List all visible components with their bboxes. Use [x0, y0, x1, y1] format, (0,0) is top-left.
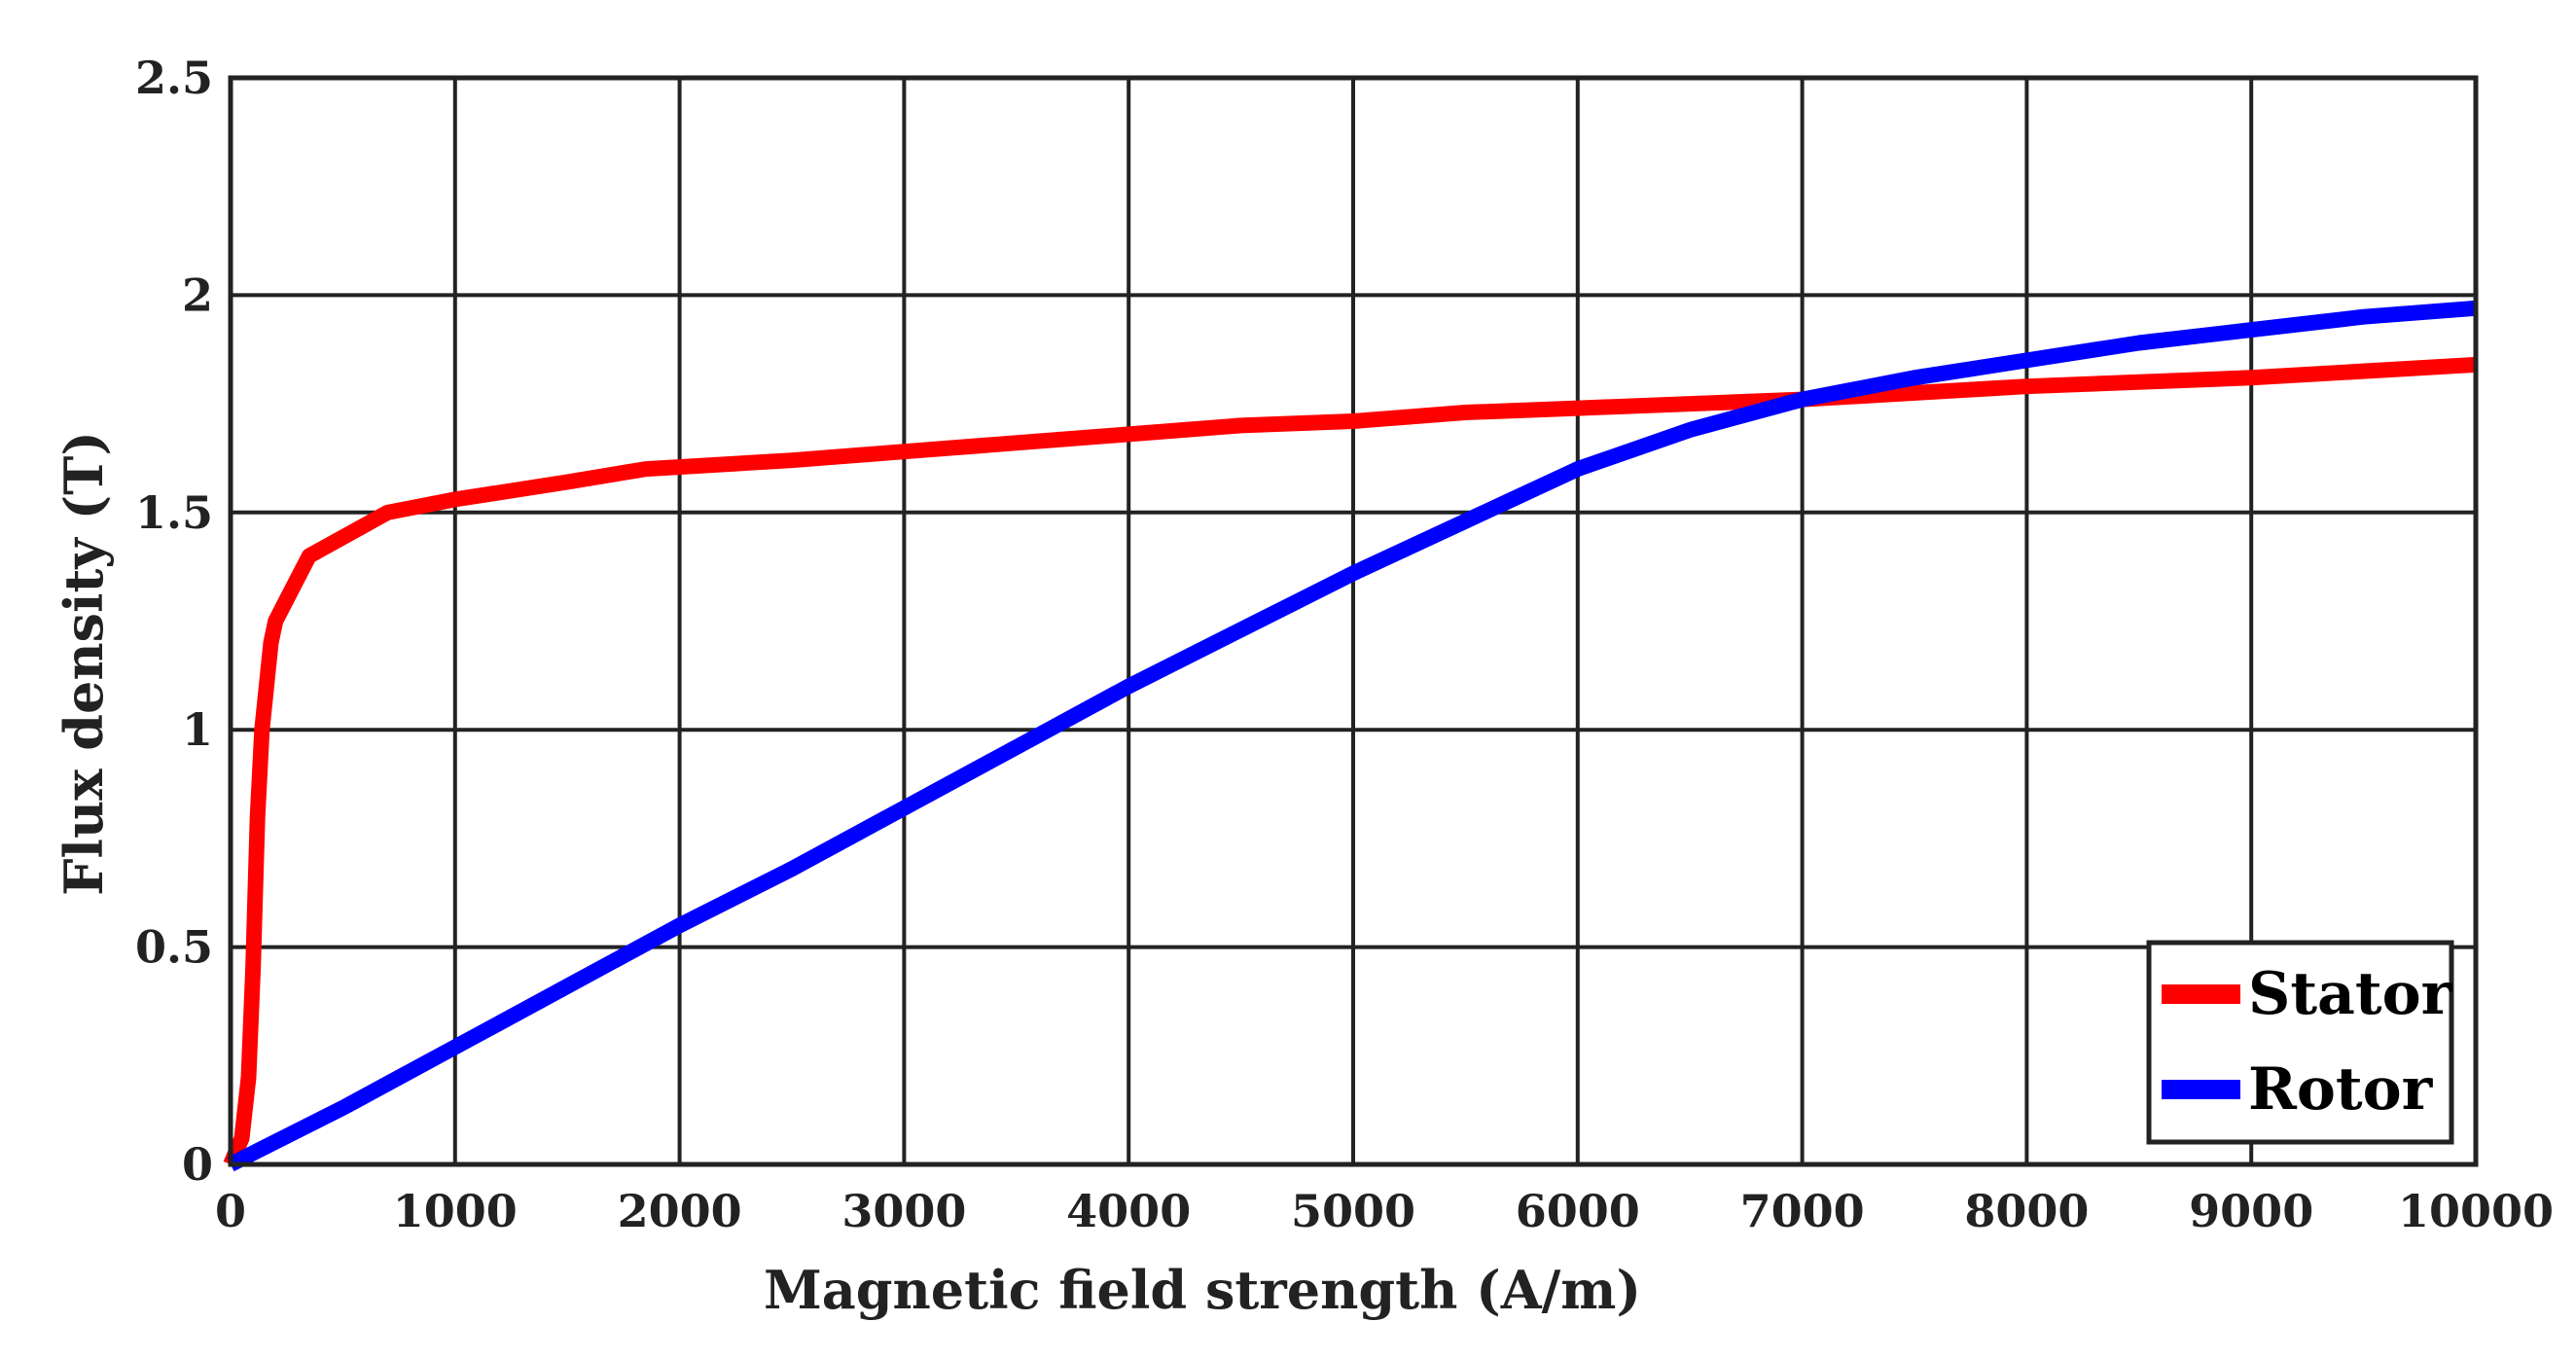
- series-lines: [223, 300, 2477, 1172]
- y-tick-label: 0.5: [135, 921, 213, 974]
- legend-label-stator: Stator: [2248, 960, 2453, 1028]
- x-tick-label: 4000: [1066, 1185, 1191, 1237]
- x-tick-label: 8000: [1964, 1185, 2089, 1237]
- legend-box: [2146, 940, 2454, 1145]
- y-tick-label: 1: [182, 703, 213, 756]
- x-tick-label: 9000: [2189, 1185, 2313, 1237]
- series-line-stator: [223, 356, 2477, 1168]
- y-tick-label: 1.5: [135, 486, 213, 539]
- x-tick-label: 7000: [1740, 1185, 1865, 1237]
- x-tick-label: 5000: [1291, 1185, 1415, 1237]
- x-tick-label: 10000: [2398, 1185, 2554, 1237]
- legend-label-rotor: Rotor: [2248, 1055, 2434, 1124]
- y-tick-label: 2.5: [135, 52, 213, 104]
- series-line-rotor: [227, 300, 2477, 1172]
- x-tick-label: 1000: [393, 1185, 518, 1237]
- legend: Stator Rotor: [2146, 940, 2454, 1145]
- y-tick-label: 0: [182, 1138, 213, 1191]
- y-axis-title: Flux density (T): [53, 431, 115, 896]
- x-tick-label: 2000: [618, 1185, 742, 1237]
- y-tick-label: 2: [182, 268, 213, 321]
- x-axis-title: Magnetic field strength (A/m): [764, 1259, 1641, 1321]
- x-tick-label: 3000: [841, 1185, 966, 1237]
- x-tick-label: 6000: [1516, 1185, 1640, 1237]
- x-tick-label: 0: [215, 1185, 246, 1237]
- tick-labels: 0 1000 2000 3000 4000 5000 6000 7000 8000 9000 100…: [135, 52, 2554, 1237]
- plot-frame: [228, 75, 2479, 1167]
